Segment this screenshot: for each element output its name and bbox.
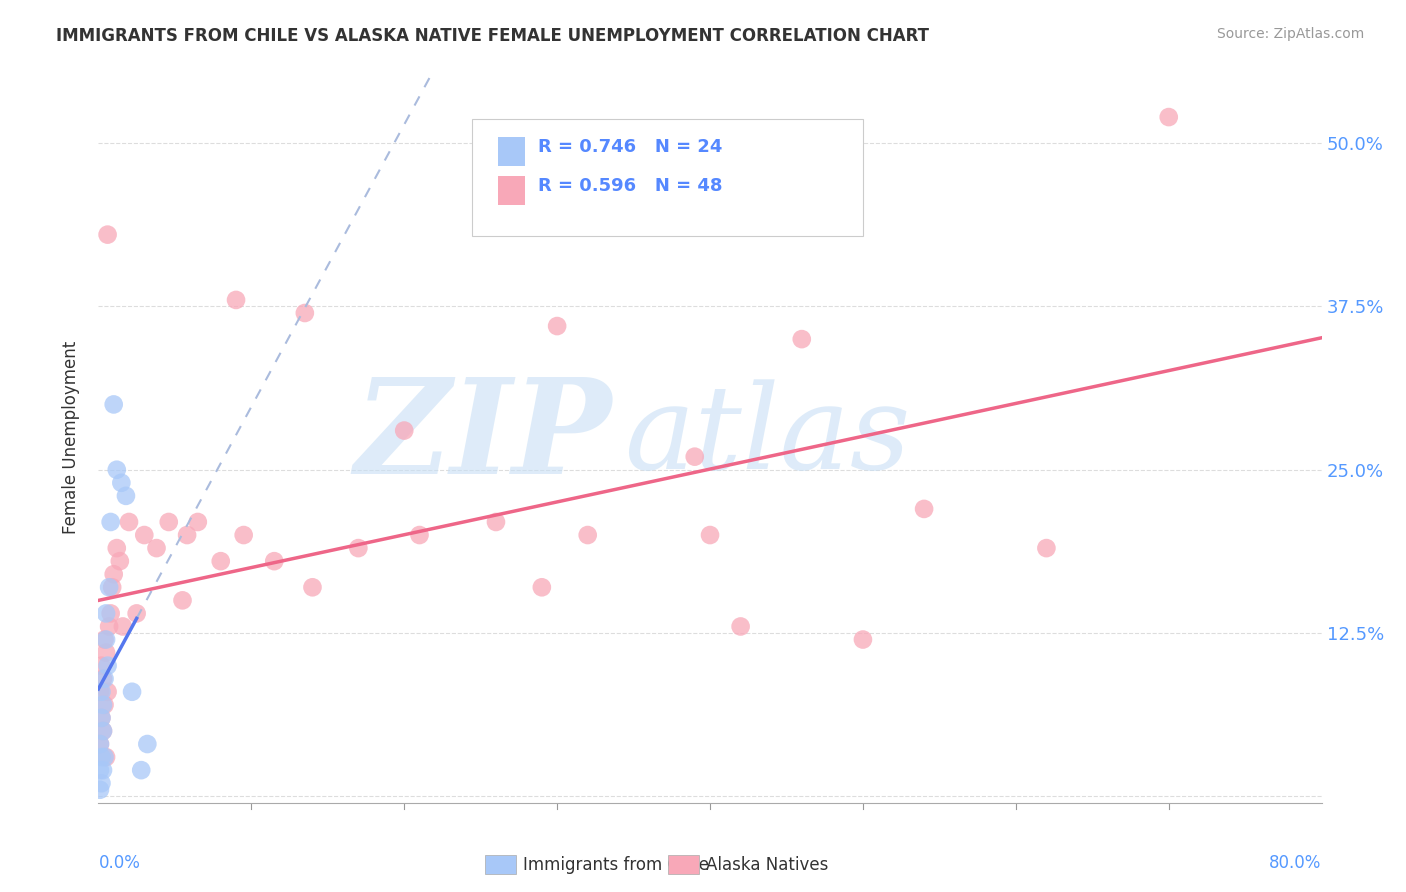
Point <box>90 750 112 764</box>
Point <box>108 554 131 568</box>
Point <box>97 685 120 699</box>
Point <box>90 658 112 673</box>
Point <box>94 607 117 621</box>
Point <box>485 515 508 529</box>
Point <box>209 554 232 568</box>
Point <box>105 463 128 477</box>
Text: Immigrants from Chile: Immigrants from Chile <box>523 856 709 874</box>
Point <box>263 554 285 568</box>
Point <box>301 580 323 594</box>
Point <box>118 515 141 529</box>
Point <box>546 319 568 334</box>
Point <box>134 528 156 542</box>
Text: Source: ZipAtlas.com: Source: ZipAtlas.com <box>1216 27 1364 41</box>
Point <box>1157 110 1180 124</box>
Point <box>90 685 112 699</box>
Point <box>912 502 935 516</box>
Point <box>105 541 128 555</box>
Point <box>89 782 111 797</box>
Point <box>89 685 111 699</box>
Point <box>392 424 416 438</box>
Point <box>91 723 114 738</box>
Text: 80.0%: 80.0% <box>1270 854 1322 872</box>
Point <box>91 672 114 686</box>
Point <box>98 619 121 633</box>
Point <box>97 227 120 242</box>
Y-axis label: Female Unemployment: Female Unemployment <box>62 341 80 533</box>
Point <box>100 515 122 529</box>
Point <box>89 737 111 751</box>
Point <box>97 658 120 673</box>
FancyBboxPatch shape <box>471 119 863 235</box>
Point <box>93 672 115 686</box>
Point <box>129 763 152 777</box>
Point <box>225 293 247 307</box>
Text: ZIP: ZIP <box>354 373 612 501</box>
Text: IMMIGRANTS FROM CHILE VS ALASKA NATIVE FEMALE UNEMPLOYMENT CORRELATION CHART: IMMIGRANTS FROM CHILE VS ALASKA NATIVE F… <box>56 27 929 45</box>
Text: R = 0.746   N = 24: R = 0.746 N = 24 <box>537 137 721 156</box>
Point <box>91 698 114 712</box>
Point <box>145 541 167 555</box>
Text: 0.0%: 0.0% <box>98 854 141 872</box>
Point <box>90 711 112 725</box>
Point <box>530 580 553 594</box>
Point <box>408 528 430 542</box>
Point <box>730 619 752 633</box>
FancyBboxPatch shape <box>498 137 526 167</box>
Text: R = 0.596   N = 48: R = 0.596 N = 48 <box>537 178 723 195</box>
Point <box>103 397 125 411</box>
Point <box>176 528 198 542</box>
Point <box>93 750 115 764</box>
Point <box>100 607 122 621</box>
Point <box>94 632 117 647</box>
Point <box>90 711 112 725</box>
Point <box>1035 541 1057 555</box>
Point <box>98 580 121 594</box>
Point <box>232 528 254 542</box>
Point <box>91 763 114 777</box>
Point <box>93 632 115 647</box>
Point <box>93 698 115 712</box>
Point <box>136 737 159 751</box>
Point <box>101 580 124 594</box>
Point <box>94 646 117 660</box>
Text: Alaska Natives: Alaska Natives <box>706 856 828 874</box>
Point <box>115 489 138 503</box>
Point <box>347 541 370 555</box>
FancyBboxPatch shape <box>498 176 526 205</box>
Point <box>683 450 706 464</box>
Point <box>121 685 143 699</box>
Point <box>576 528 599 542</box>
Point <box>89 737 111 751</box>
Point <box>852 632 875 647</box>
Point <box>125 607 148 621</box>
Point <box>699 528 721 542</box>
Point <box>94 750 117 764</box>
Point <box>111 619 134 633</box>
Point <box>157 515 180 529</box>
Point <box>172 593 194 607</box>
Point <box>110 475 132 490</box>
Text: atlas: atlas <box>624 380 911 494</box>
Point <box>89 763 111 777</box>
Point <box>187 515 209 529</box>
Point <box>91 723 114 738</box>
Point <box>90 776 112 790</box>
Point <box>790 332 813 346</box>
Point <box>103 567 125 582</box>
Point <box>294 306 316 320</box>
